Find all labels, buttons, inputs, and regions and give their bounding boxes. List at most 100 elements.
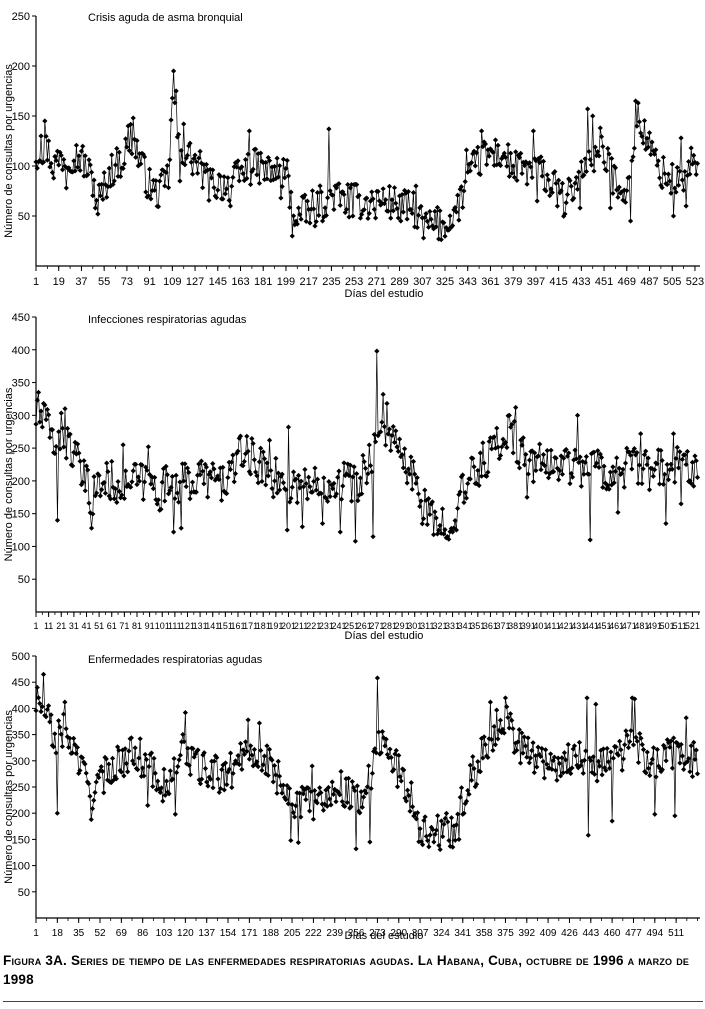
data-point: [413, 480, 419, 486]
data-point: [40, 159, 47, 165]
data-point: [249, 752, 255, 758]
data-point: [559, 755, 565, 761]
x-tick-label: 171: [243, 621, 258, 631]
data-point: [598, 747, 604, 754]
data-point: [446, 536, 452, 542]
data-point: [491, 434, 497, 440]
data-point: [208, 475, 215, 481]
x-tick-label: 21: [56, 621, 66, 631]
data-point: [540, 758, 546, 765]
data-point: [128, 121, 134, 127]
data-point: [34, 684, 40, 691]
data-point: [172, 811, 178, 817]
y-axis-label: Número de consultas por urgencias: [3, 64, 15, 238]
data-point: [422, 214, 428, 221]
data-point: [140, 765, 146, 771]
data-point: [101, 790, 107, 796]
x-tick-label: 392: [518, 928, 535, 939]
data-point: [358, 789, 364, 795]
data-point: [298, 478, 304, 484]
data-point: [657, 175, 663, 181]
data-point: [619, 767, 625, 773]
data-point: [344, 799, 350, 806]
data-point: [274, 490, 280, 496]
x-tick-label: 73: [121, 276, 133, 288]
data-point: [336, 181, 342, 187]
data-point: [137, 736, 143, 742]
data-point: [153, 178, 159, 184]
data-point: [383, 197, 389, 203]
data-point: [73, 142, 79, 148]
data-point: [471, 464, 477, 470]
data-point: [601, 159, 607, 166]
data-point: [189, 479, 196, 485]
data-point: [236, 178, 242, 184]
data-point: [295, 839, 301, 846]
data-point: [672, 479, 678, 485]
data-point: [93, 490, 100, 496]
x-tick-label: 307: [412, 928, 429, 939]
y-tick-label: 500: [12, 651, 30, 663]
data-point: [307, 220, 313, 226]
data-point: [87, 162, 93, 168]
data-point: [397, 773, 403, 780]
data-point: [550, 757, 556, 764]
data-point: [78, 148, 85, 154]
data-point: [654, 746, 660, 753]
data-point: [432, 831, 438, 837]
data-point: [458, 474, 465, 480]
data-point: [684, 758, 691, 765]
data-point: [544, 172, 550, 178]
data-point: [461, 810, 467, 816]
data-point: [427, 511, 433, 518]
data-point: [528, 164, 534, 170]
data-point: [310, 816, 316, 822]
data-point: [441, 531, 447, 537]
data-point: [638, 130, 644, 136]
x-tick-label: 235: [322, 276, 340, 288]
data-point: [280, 156, 287, 162]
data-point: [121, 495, 127, 502]
x-tick-label: 35: [73, 928, 85, 939]
data-point: [608, 749, 614, 755]
data-point: [452, 837, 458, 843]
data-point: [480, 755, 486, 761]
data-point: [508, 150, 514, 156]
figure-caption: Figura 3A. Series de tiempo de las enfer…: [3, 953, 690, 987]
x-tick-label: 391: [521, 621, 536, 631]
data-point: [187, 772, 193, 778]
data-point: [283, 487, 289, 493]
series-markers: [33, 348, 701, 544]
data-point: [88, 816, 94, 823]
data-point: [42, 118, 48, 124]
data-point: [251, 746, 258, 753]
data-point: [547, 471, 553, 477]
data-point: [467, 168, 473, 174]
data-point: [674, 164, 680, 171]
data-point: [35, 389, 42, 395]
data-point: [268, 467, 274, 474]
data-point: [564, 453, 571, 459]
data-point: [351, 464, 357, 470]
data-point: [565, 741, 571, 748]
data-point: [173, 472, 179, 478]
data-point: [472, 784, 478, 790]
data-point: [242, 451, 249, 457]
data-point: [497, 162, 504, 169]
data-point: [256, 720, 263, 726]
data-point: [79, 755, 86, 761]
data-point: [523, 451, 529, 457]
x-tick-label: 291: [395, 621, 410, 631]
data-point: [271, 478, 278, 484]
data-point: [42, 402, 48, 408]
y-tick-label: 150: [12, 834, 30, 846]
data-point: [631, 445, 637, 452]
data-point: [152, 187, 158, 193]
data-point: [365, 471, 371, 477]
data-point: [115, 478, 121, 485]
data-point: [303, 480, 309, 487]
data-point: [324, 803, 330, 809]
data-point: [203, 161, 210, 168]
data-point: [650, 473, 656, 479]
data-point: [554, 465, 560, 471]
